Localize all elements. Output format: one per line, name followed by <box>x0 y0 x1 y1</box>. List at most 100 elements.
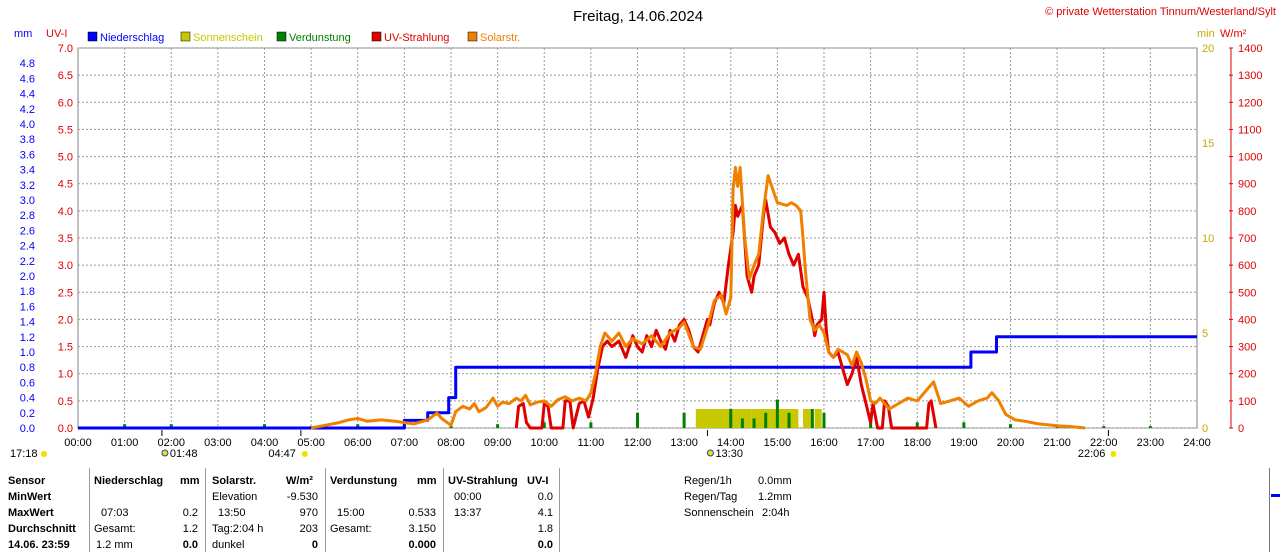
time-tick-label: 02:00 <box>157 437 185 449</box>
mm-tick-label: 1.6 <box>20 301 35 313</box>
mm-tick-label: 1.2 <box>20 332 35 344</box>
min-tick-label: 20 <box>1202 43 1214 55</box>
row-label-avg: Durchschnitt <box>8 523 76 535</box>
mm-tick-label: 0.4 <box>20 393 35 405</box>
bar-verdunstung <box>810 409 814 428</box>
bar-verdunstung <box>636 412 639 428</box>
wm2-tick-label: 1400 <box>1238 43 1262 55</box>
wm2-tick-label: 900 <box>1238 179 1256 191</box>
sonnenschein-value: 2:04h <box>762 507 790 519</box>
nied-gesamt-label: Gesamt: <box>94 523 136 535</box>
divider <box>325 468 326 552</box>
time-tick-label: 09:00 <box>484 437 512 449</box>
marker-time-sunrise: 04:47 <box>268 448 296 460</box>
time-tick-label: 05:00 <box>297 437 325 449</box>
wm2-tick-label: 800 <box>1238 206 1256 218</box>
wm2-tick-label: 1300 <box>1238 70 1262 82</box>
mm-tick-label: 3.6 <box>20 149 35 161</box>
sun-icon <box>301 451 308 457</box>
bar-verdunstung <box>496 424 500 428</box>
uv-axis-unit: UV-I <box>46 28 67 40</box>
time-tick-label: 17:00 <box>857 437 885 449</box>
legend-swatch <box>371 31 382 42</box>
nied-gesamt-value: 1.2 <box>182 523 198 535</box>
legend-swatch <box>276 31 287 42</box>
nied-last-value: 0.0 <box>182 539 198 551</box>
marker-time-moonrise: 01:48 <box>170 448 198 460</box>
bar-sonnenschein <box>814 409 822 428</box>
wm2-tick-label: 1000 <box>1238 152 1262 164</box>
uv-tick-label: 1.5 <box>58 342 73 354</box>
bar-verdunstung <box>1009 424 1012 428</box>
bar-sonnenschein <box>803 409 813 428</box>
legend-swatch <box>87 31 98 42</box>
time-tick-label: 19:00 <box>950 437 978 449</box>
bar-verdunstung <box>169 424 173 428</box>
time-tick-label: 21:00 <box>1043 437 1071 449</box>
mm-tick-label: 1.0 <box>20 347 35 359</box>
bar-verdunstung <box>752 418 756 428</box>
time-tick-label: 14:00 <box>717 437 745 449</box>
wm2-tick-label: 200 <box>1238 369 1256 381</box>
uv-avg-value: 1.8 <box>537 523 553 535</box>
bar-verdunstung <box>764 412 768 428</box>
chart-title: Freitag, 14.06.2024 <box>573 8 703 25</box>
weather-chart: Freitag, 14.06.2024 © private Wetterstat… <box>10 6 1276 460</box>
bar-verdunstung <box>123 424 127 428</box>
legend-label: UV-Strahlung <box>384 32 449 44</box>
mm-tick-label: 1.8 <box>20 286 35 298</box>
time-tick-label: 01:00 <box>111 437 139 449</box>
mm-tick-label: 4.0 <box>20 119 35 131</box>
solar-max-time: 13:50 <box>218 507 246 519</box>
elevation-label: Elevation <box>212 491 258 503</box>
solar-last-value: 0 <box>311 539 318 551</box>
scroll-marker <box>1271 494 1280 497</box>
mm-tick-label: 0.8 <box>20 362 35 374</box>
regen-tag-value: 1.2mm <box>758 491 792 503</box>
bar-verdunstung <box>589 422 593 428</box>
wm2-tick-label: 100 <box>1238 396 1256 408</box>
divider <box>443 468 444 552</box>
astro-markers: 17:18 01:48 04:47 13:30 22:06 <box>10 430 1117 460</box>
header-uv: UV-Strahlung <box>448 475 518 487</box>
wm2-axis-unit: W/m² <box>1220 28 1247 40</box>
legend-label: Niederschlag <box>100 32 164 44</box>
sun-icon <box>1110 451 1117 457</box>
mm-tick-label: 4.6 <box>20 73 35 85</box>
axis-ticks: 0.0 0.5 1.0 1.5 2.0 2.5 3.0 3.5 4.0 4.5 5.0 5.5 6.0 6… <box>20 43 1263 449</box>
legend-label: Verdunstung <box>289 32 351 44</box>
mm-tick-label: 3.2 <box>20 180 35 192</box>
marker-time-moonset: 17:18 <box>10 448 38 460</box>
uv-max-value: 4.1 <box>537 507 553 519</box>
mm-tick-label: 2.8 <box>20 210 35 222</box>
verd-max-time: 15:00 <box>337 507 365 519</box>
uv-tick-label: 7.0 <box>58 43 73 55</box>
bar-verdunstung <box>1102 426 1106 428</box>
mm-tick-label: 4.8 <box>20 58 35 70</box>
bar-sonnenschein <box>751 409 799 428</box>
scroll-track[interactable] <box>1269 468 1270 552</box>
verd-last-value: 0.000 <box>408 539 436 551</box>
legend-swatch <box>467 31 478 42</box>
marker-time-sunset: 22:06 <box>1078 448 1106 460</box>
bar-verdunstung <box>822 412 826 428</box>
row-label-min: MinWert <box>8 491 52 503</box>
nied-last-label: 1.2 mm <box>96 539 133 551</box>
wm2-tick-label: 300 <box>1238 342 1256 354</box>
wm2-tick-label: 500 <box>1238 287 1256 299</box>
verd-max-value: 0.533 <box>408 507 436 519</box>
bar-verdunstung <box>263 424 266 428</box>
time-tick-label: 10:00 <box>530 437 558 449</box>
bar-verdunstung <box>542 422 546 428</box>
solar-tag-value: 203 <box>299 523 318 535</box>
nied-max-value: 0.2 <box>182 507 198 519</box>
time-tick-label: 22:00 <box>1090 437 1118 449</box>
bar-verdunstung <box>740 418 744 428</box>
min-tick-label: 15 <box>1202 138 1214 150</box>
mm-tick-label: 0.6 <box>20 377 35 389</box>
regen-1h-value: 0.0mm <box>758 475 792 487</box>
uv-tick-label: 0.0 <box>58 423 73 435</box>
uv-tick-label: 2.0 <box>58 314 73 326</box>
header-mm: mm <box>417 475 437 487</box>
uv-tick-label: 2.5 <box>58 287 73 299</box>
